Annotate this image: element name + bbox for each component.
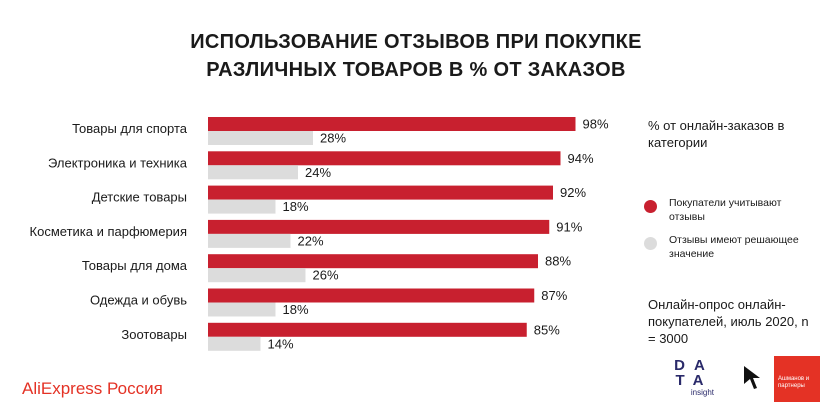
data-logo-line-2: TA bbox=[675, 372, 713, 389]
bar-considered bbox=[208, 219, 550, 234]
data-label: 26% bbox=[313, 268, 339, 283]
data-label: 18% bbox=[283, 199, 309, 214]
data-label: 87% bbox=[541, 288, 567, 303]
ashmanov-logo: Ашманов и партнеры bbox=[774, 356, 820, 402]
bar-considered bbox=[208, 322, 527, 337]
bar-decisive bbox=[208, 336, 261, 351]
category-label: Электроника и техника bbox=[48, 155, 188, 170]
bar-decisive bbox=[208, 165, 298, 180]
legend-item-decisive: Отзывы имеют решающее значение bbox=[644, 233, 809, 261]
data-label: 98% bbox=[583, 117, 609, 132]
data-label: 18% bbox=[283, 302, 309, 317]
data-logo-line-1: DA bbox=[674, 357, 714, 374]
data-label: 28% bbox=[320, 131, 346, 146]
data-insight-logo: DA TA insight bbox=[668, 358, 714, 397]
legend-label-considered: Покупатели учитывают отзывы bbox=[669, 197, 782, 223]
bar-considered bbox=[208, 254, 538, 269]
data-logo-line-3: insight bbox=[690, 388, 714, 397]
data-label: 92% bbox=[560, 185, 586, 200]
survey-note: Онлайн-опрос онлайн-покупателей, июль 20… bbox=[648, 297, 809, 346]
title-line-2: РАЗЛИЧНЫХ ТОВАРОВ В % ОТ ЗАКАЗОВ bbox=[206, 59, 626, 81]
bar-considered bbox=[208, 151, 561, 166]
data-label: 24% bbox=[305, 165, 331, 180]
data-label: 91% bbox=[556, 219, 582, 234]
category-label: Детские товары bbox=[92, 190, 187, 205]
bar-decisive bbox=[208, 131, 313, 145]
data-label: 88% bbox=[545, 254, 571, 269]
chart-title: ИСПОЛЬЗОВАНИЕ ОТЗЫВОВ ПРИ ПОКУПКЕ РАЗЛИЧ… bbox=[0, 28, 832, 84]
title-line-1: ИСПОЛЬЗОВАНИЕ ОТЗЫВОВ ПРИ ПОКУПКЕ bbox=[190, 31, 642, 53]
category-label: Товары для спорта bbox=[72, 121, 188, 136]
category-label: Косметика и парфюмерия bbox=[30, 224, 187, 239]
bar-decisive bbox=[208, 233, 291, 248]
legend-dot-red bbox=[644, 200, 657, 213]
legend-item-considered: Покупатели учитывают отзывы bbox=[644, 196, 809, 224]
legend-label-decisive: Отзывы имеют решающее значение bbox=[669, 234, 799, 260]
bar-considered bbox=[208, 117, 576, 131]
legend-title: % от онлайн-заказов в категории bbox=[648, 118, 785, 150]
bar-considered bbox=[208, 288, 535, 303]
bar-decisive bbox=[208, 199, 276, 214]
data-label: 85% bbox=[534, 322, 560, 337]
category-label: Товары для дома bbox=[82, 258, 188, 273]
cursor-arrow-icon bbox=[744, 366, 760, 389]
category-label: Зоотовары bbox=[121, 327, 187, 342]
data-label: 14% bbox=[268, 336, 294, 351]
data-label: 94% bbox=[568, 151, 594, 166]
bar-decisive bbox=[208, 302, 276, 317]
category-label: Одежда и обувь bbox=[90, 293, 187, 308]
bar-decisive bbox=[208, 268, 306, 283]
data-label: 22% bbox=[298, 233, 324, 248]
aliexpress-logo: AliExpress Россия bbox=[22, 379, 163, 398]
legend-dot-gray bbox=[644, 237, 657, 250]
bar-considered bbox=[208, 185, 553, 200]
